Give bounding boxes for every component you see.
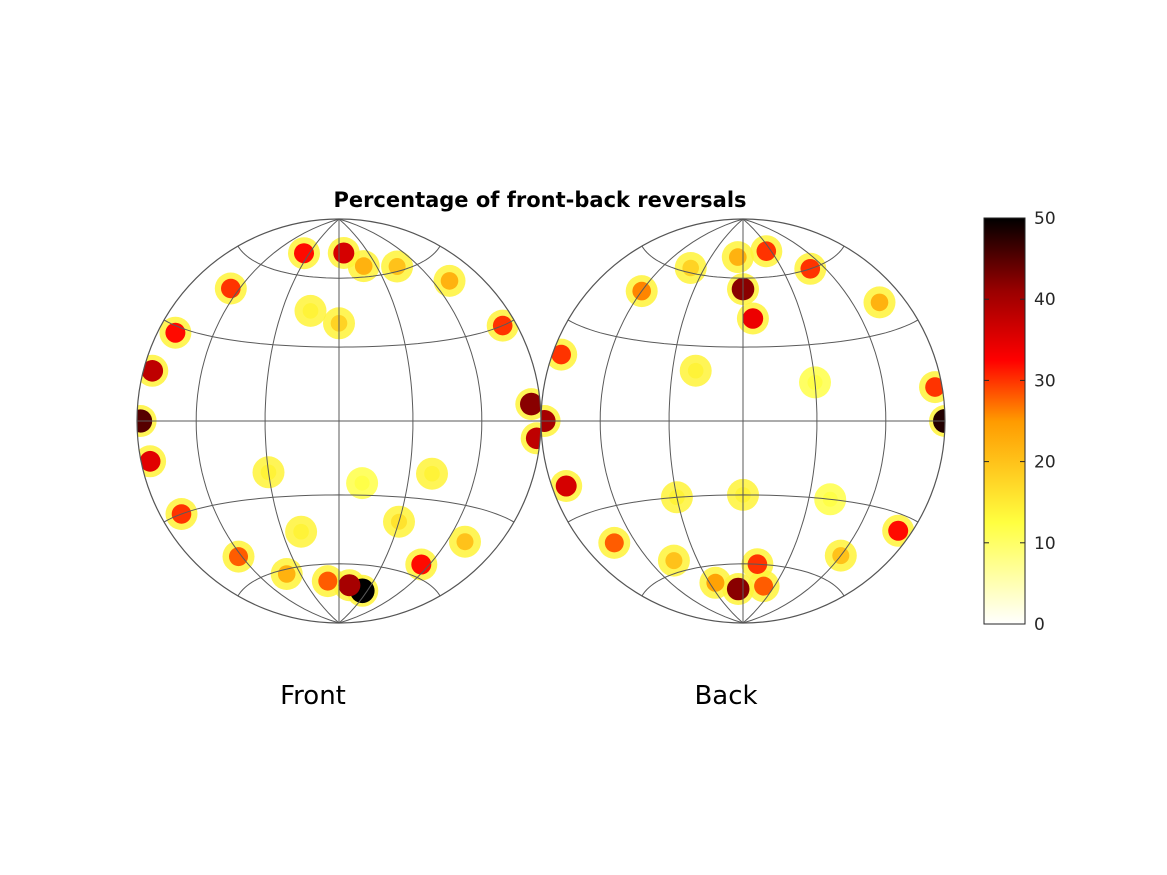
meridian-back-60 xyxy=(742,218,887,624)
heat-spot-front-15 xyxy=(456,533,474,551)
heat-spot-front-19 xyxy=(440,272,459,290)
heat-spot-back-20 xyxy=(665,552,683,570)
meridian-front--60 xyxy=(195,218,340,624)
heat-spot-front-1 xyxy=(141,360,164,382)
meridian-back-30 xyxy=(742,218,818,624)
heat-spot-back-2 xyxy=(551,344,571,365)
heat-spot-back-12 xyxy=(933,409,945,433)
heat-spot-front-26 xyxy=(293,523,309,540)
meridian-back--60 xyxy=(599,218,744,624)
heat-spot-back-11 xyxy=(870,293,889,312)
colorbar-tick-label-40: 40 xyxy=(1034,290,1056,310)
heat-spot-front-9 xyxy=(354,257,373,275)
heat-spot-front-16 xyxy=(520,392,541,416)
heat-spot-front-27 xyxy=(354,475,370,491)
colorbar-scale xyxy=(983,217,1026,625)
grid-back xyxy=(541,218,945,624)
colorbar: 0 10 20 30 40 50 xyxy=(983,209,1056,635)
heat-spot-back-7 xyxy=(742,308,764,329)
heat-spot-back-14 xyxy=(888,520,909,541)
colorbar-tick-label-30: 30 xyxy=(1034,371,1056,391)
grid-front xyxy=(137,218,541,624)
heat-spot-front-11 xyxy=(338,574,361,597)
heat-spot-front-17 xyxy=(525,427,541,450)
panel-label-back: Back xyxy=(694,681,757,711)
heat-spot-back-19 xyxy=(706,573,725,592)
heat-spot-back-21 xyxy=(687,362,704,379)
colorbar-tick-label-50: 50 xyxy=(1034,209,1056,229)
meridian-front-60 xyxy=(338,218,483,624)
heat-spot-front-22 xyxy=(302,303,319,319)
colorbar-tick-label-10: 10 xyxy=(1034,534,1056,554)
heat-spot-back-8 xyxy=(729,248,747,266)
heat-spot-front-12 xyxy=(318,571,338,591)
colorbar-tick-label-0: 0 xyxy=(1034,615,1045,635)
colorbar-tick-label-20: 20 xyxy=(1034,453,1056,473)
heat-spot-front-5 xyxy=(221,278,241,299)
heat-spot-front-6 xyxy=(229,547,248,567)
meridian-front-30 xyxy=(338,218,414,624)
panel-front xyxy=(136,218,542,624)
heatmap-front xyxy=(137,237,541,607)
heat-spot-front-24 xyxy=(424,465,440,482)
meridian-back--30 xyxy=(668,218,744,624)
heat-spot-front-2 xyxy=(139,450,161,472)
heat-spot-front-13 xyxy=(277,565,296,583)
heat-spot-back-16 xyxy=(726,577,750,601)
panel-back xyxy=(540,218,946,624)
heatmap-back xyxy=(541,235,945,605)
heat-spot-front-7 xyxy=(294,243,314,264)
panel-label-front: Front xyxy=(280,681,346,711)
heat-spot-back-9 xyxy=(756,241,777,261)
heat-spot-back-3 xyxy=(604,533,624,553)
chart-title: Percentage of front-back reversals xyxy=(333,188,746,212)
globe-outline-back xyxy=(540,218,946,624)
heat-spot-back-1 xyxy=(555,475,577,497)
meridian-front--30 xyxy=(264,218,340,624)
heat-spot-front-14 xyxy=(411,554,432,575)
heat-spot-back-18 xyxy=(754,576,774,596)
heat-spot-back-13 xyxy=(925,377,945,397)
heat-spot-front-8 xyxy=(333,242,355,264)
